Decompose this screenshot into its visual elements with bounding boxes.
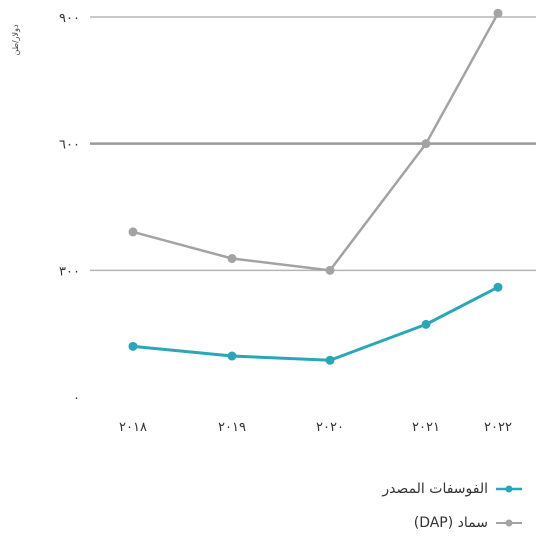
series-1: [128, 8, 503, 275]
legend-marker-gray: [496, 519, 522, 527]
x-tick-label: ٢٠٢١: [412, 420, 440, 435]
y-tick-label: ٩٠٠: [59, 11, 80, 26]
legend-label: الفوسفات المصدر: [382, 481, 488, 497]
x-tick-label: ٢٠٢٠: [316, 420, 344, 435]
y-tick-label: ٠: [73, 391, 80, 406]
legend-label: سماد (DAP): [413, 515, 488, 531]
data-point: [227, 351, 237, 361]
series-line: [132, 285, 499, 362]
x-tick-label: ٢٠١٩: [218, 420, 246, 435]
data-point: [128, 341, 138, 351]
legend-marker-teal: [496, 485, 522, 493]
y-tick-labels: ٠ ٣٠٠ ٦٠٠ ٩٠٠: [59, 11, 80, 406]
y-tick-label: ٦٠٠: [59, 138, 80, 153]
data-point: [325, 265, 335, 275]
y-tick-label: ٣٠٠: [59, 264, 80, 279]
data-point: [493, 8, 503, 18]
data-point: [493, 282, 503, 292]
data-point: [325, 355, 335, 365]
series: [128, 8, 503, 365]
x-tick-labels: ٢٠١٨ ٢٠١٩ ٢٠٢٠ ٢٠٢١ ٢٠٢٢: [119, 420, 512, 435]
x-tick-label: ٢٠٢٢: [484, 420, 512, 435]
legend: الفوسفات المصدر سماد (DAP): [262, 478, 522, 546]
series-line: [132, 12, 500, 272]
series-0: [128, 282, 503, 365]
data-point: [128, 227, 138, 237]
legend-item-dap-fertilizer: سماد (DAP): [262, 512, 522, 534]
data-point: [227, 254, 237, 264]
gridlines: [90, 16, 536, 272]
data-point: [421, 139, 431, 149]
y-axis-label: دولار/طن: [11, 24, 20, 55]
data-point: [421, 319, 431, 329]
legend-item-exported-phosphate: الفوسفات المصدر: [262, 478, 522, 500]
x-tick-label: ٢٠١٨: [119, 420, 147, 435]
